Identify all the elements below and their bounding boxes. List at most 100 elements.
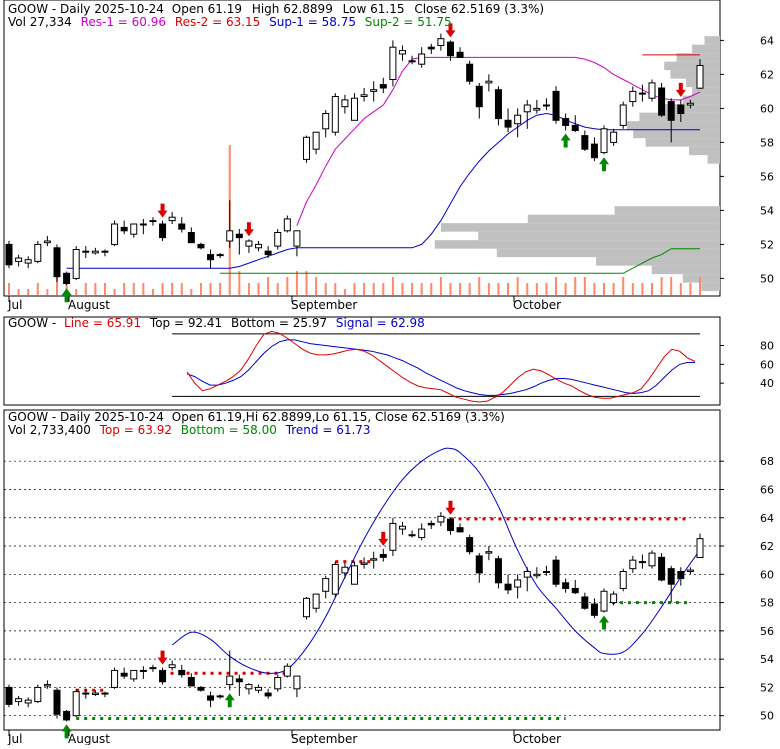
cycle-candle-body-58 [562,582,570,589]
price-candle-6 [63,271,71,286]
cycle-y-tick-label-2: 54 [760,653,774,666]
cycle-candle-40 [389,517,397,556]
price-candle-body-59 [571,124,579,132]
price-candle-body-5 [53,247,61,278]
cycle-header-line1: GOOW - Daily 2025-10-24 Open 61.19,Hi 62… [8,410,505,424]
cycle-candle-body-39 [379,554,387,558]
cycle-header-top: Top = 63.92 [99,423,172,437]
cycle-trend-line [171,447,701,674]
price-candle-body-30 [293,230,301,247]
cycle-candle-body-69 [667,568,675,585]
price-candle-48 [466,60,474,85]
price-candle-body-13 [130,223,138,235]
price-candle-body-68 [658,87,666,116]
volume-profile-bar-10 [627,121,720,130]
cycle-candle-15 [149,664,157,672]
price-candle-body-8 [82,250,90,253]
cycle-x-axis: Jul August September October [7,730,561,746]
volume-bar-67 [651,283,654,295]
volume-bar-0 [8,283,10,295]
volume-profile-bar-15 [614,206,720,215]
price-candle-body-44 [427,46,435,50]
price-candle-65 [629,86,637,107]
cycle-header-vol: Vol 2,733,400 [8,423,91,437]
cycle-candle-26 [255,684,263,694]
cycle-candle-5 [53,687,61,719]
price-candle-body-71 [686,102,694,106]
volume-bar-14 [142,283,145,295]
cycle-candle-body-63 [610,593,618,604]
price-x-label-0: Jul [7,298,22,312]
price-candle-44 [427,43,435,54]
stochastic-header: GOOW - Line = 65.91 Top = 92.41 Bottom =… [8,316,425,330]
price-candle-body-67 [648,82,656,99]
price-candle-28 [274,229,282,250]
price-candle-body-52 [504,119,512,128]
cycle-candle-body-40 [389,522,397,551]
stochastic-y-tick-label-1: 60 [760,358,774,371]
stochastic-y-tick-label-0: 40 [760,377,774,390]
cycle-candle-6 [63,710,71,722]
price-down-arrow-6 [675,82,686,97]
cycle-candle-19 [187,673,195,687]
price-header-res2: Res-2 = 63.15 [175,15,260,29]
cycle-y-axis: 50 52 54 56 58 60 62 64 66 68 [720,455,774,723]
cycle-candle-body-32 [312,593,320,609]
price-header-res1: Res-1 = 60.96 [81,15,166,29]
cycle-header-bottom: Bottom = 58.00 [181,423,277,437]
price-candle-body-36 [351,97,358,121]
price-candle-47 [456,47,464,58]
cycle-candle-17 [168,660,176,671]
cycle-candle-body-21 [207,695,215,701]
cycle-candle-64 [619,568,627,592]
cycle-candle-66 [638,554,646,569]
volume-bar-40 [391,277,394,295]
cycle-candle-68 [658,553,666,582]
cycle-candle-14 [139,666,147,679]
cycle-down-arrow-3 [378,531,389,546]
price-candle-body-54 [523,104,531,113]
price-candle-10 [101,249,109,257]
price-candle-body-45 [437,38,445,47]
cycle-candle-body-51 [494,558,502,584]
price-candle-13 [130,223,138,238]
stochastic-header-signal: Signal = 62.98 [336,316,425,330]
volume-bar-7 [75,289,78,295]
volume-bar-70 [679,283,682,295]
price-candle-69 [667,98,675,143]
cycle-candle-62 [600,588,608,613]
price-candle-body-62 [600,128,608,154]
cycle-candle-1 [15,695,23,706]
price-y-tick-label-7: 64 [760,34,774,47]
price-candle-body-3 [34,243,42,262]
price-candle-body-50 [485,80,493,84]
cycle-candle-20 [197,686,205,692]
price-candle-51 [494,86,502,126]
price-down-arrow-3 [445,23,456,38]
cycle-candle-body-36 [351,565,358,585]
cycle-candle-body-59 [571,587,579,594]
cycle-candle-25 [245,683,253,695]
price-candle-body-27 [264,250,272,256]
price-candle-42 [408,55,416,65]
price-candle-body-17 [168,216,176,222]
volume-bar-63 [612,283,615,295]
price-candle-body-23 [226,230,234,242]
volume-profile [434,36,720,292]
panel-frame-2 [3,409,721,731]
volume-bar-4 [46,289,49,295]
volume-bar-51 [497,283,500,295]
cycle-candle-18 [178,664,186,678]
cycle-candle-body-15 [149,667,157,670]
volume-bar-61 [593,283,596,295]
support-resistance-lines [66,54,701,274]
cycle-candle-body-70 [677,570,685,580]
cycle-candle-body-1 [15,698,23,703]
volume-bar-72 [699,277,701,295]
cycle-y-tick-label-7: 64 [760,512,774,525]
volume-bar-36 [353,283,356,295]
price-down-arrow-1 [157,203,168,218]
price-candle-body-70 [677,104,685,114]
volume-bar-25 [247,283,250,295]
cycle-down-arrow-1 [157,650,168,665]
